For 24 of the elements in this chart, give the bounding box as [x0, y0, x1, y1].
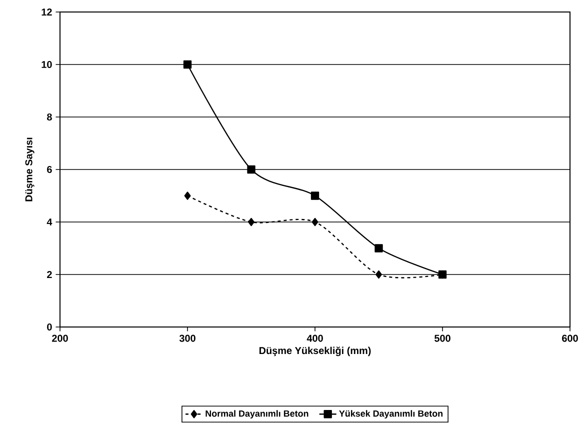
y-tick-label: 10 [42, 60, 52, 68]
point [248, 218, 254, 226]
y-tick-label: 0 [47, 323, 52, 331]
x-tick-label: 300 [179, 334, 196, 342]
x-tick-label: 400 [306, 334, 323, 342]
y-tick-label: 2 [47, 271, 52, 278]
point [184, 192, 191, 200]
y-tick-label: 6 [47, 166, 52, 174]
point [183, 60, 192, 69]
legend-label: Normal Dayanımlı Beton [206, 410, 308, 418]
point [247, 165, 256, 174]
point [374, 244, 383, 252]
point [312, 218, 318, 226]
point [310, 192, 320, 200]
x-axis-title: Düşme Yüksekliği (mm) [259, 346, 371, 356]
y-axis-title: Düşme Sayısı [25, 138, 34, 202]
x-tick-label: 200 [52, 334, 68, 342]
y-tick-label: 8 [47, 113, 52, 121]
point [376, 270, 382, 279]
x-tick-label: 600 [562, 334, 578, 342]
y-tick-label: 4 [46, 218, 52, 226]
y-tick-label: 12 [42, 8, 52, 16]
legend-label: Yüksek Dayanımlı Beton [339, 410, 443, 418]
x-tick-label: 500 [434, 334, 450, 342]
